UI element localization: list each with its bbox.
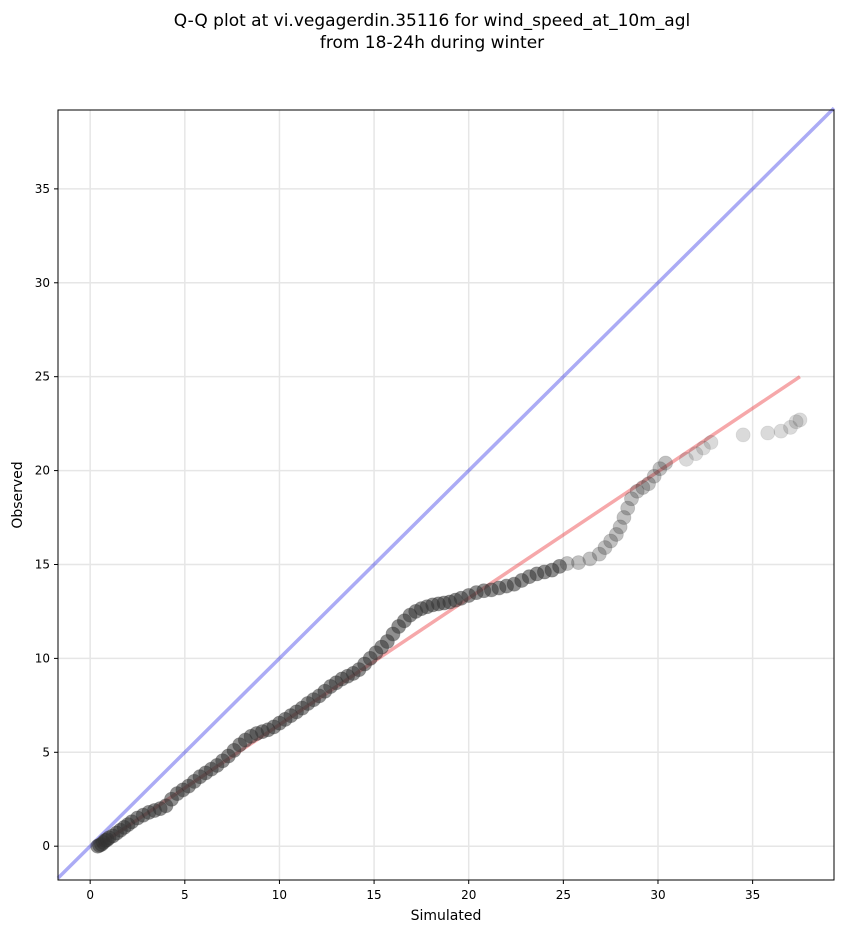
x-tick-label: 5 — [181, 888, 189, 902]
quantile-point — [658, 455, 673, 471]
quantile-point — [603, 533, 619, 549]
quantile-point — [591, 546, 607, 562]
quantile-point — [678, 451, 694, 467]
x-tick-label: 0 — [86, 888, 94, 902]
plot-frame — [57, 109, 835, 881]
quantile-point — [792, 412, 808, 428]
quantile-point — [624, 491, 639, 507]
quantile-point — [696, 440, 711, 456]
quantile-point — [652, 461, 668, 477]
quantile-point — [552, 558, 567, 574]
y-tick-label: 30 — [35, 276, 50, 290]
quantile-point — [735, 427, 751, 443]
quantile-point — [646, 468, 662, 484]
quantile-point — [641, 476, 656, 492]
identity-line — [56, 106, 836, 880]
quantile-point — [612, 519, 628, 535]
quantile-point — [559, 556, 575, 571]
quantile-point — [783, 419, 798, 435]
quantile-point — [616, 510, 632, 525]
quantile-point — [788, 414, 804, 430]
y-tick-label: 10 — [35, 651, 50, 665]
y-tick-label: 5 — [42, 745, 50, 759]
quantile-points — [90, 412, 808, 854]
axis-ticks: 0 5 10 15 20 25 30 35 0 5 10 15 20 25 30 35 — [35, 182, 761, 902]
chart-title-line-1: Q-Q plot at vi.vegagerdin.35116 for wind… — [174, 11, 690, 31]
chart-title-line-2: from 18-24h during winter — [320, 33, 544, 53]
x-tick-label: 30 — [650, 888, 665, 902]
y-tick-label: 0 — [42, 839, 50, 853]
quantile-point — [629, 483, 645, 499]
y-tick-label: 25 — [35, 370, 50, 384]
x-tick-label: 10 — [272, 888, 287, 902]
quantile-point — [582, 551, 598, 567]
quantile-point — [688, 446, 704, 462]
quantile-point — [620, 500, 636, 516]
quantile-point — [635, 480, 651, 495]
chart-title: Q-Q plot at vi.vegagerdin.35116 for wind… — [174, 11, 690, 53]
y-tick-label: 15 — [35, 557, 50, 571]
quantile-point — [571, 555, 586, 571]
x-tick-label: 20 — [461, 888, 476, 902]
quantile-point — [703, 435, 719, 450]
reference-lines — [56, 106, 836, 880]
grid-lines — [58, 110, 834, 880]
x-axis-label: Simulated — [411, 908, 482, 924]
x-tick-label: 25 — [556, 888, 571, 902]
x-tick-label: 15 — [366, 888, 381, 902]
y-tick-label: 20 — [35, 464, 50, 478]
x-tick-label: 35 — [745, 888, 760, 902]
quantile-point — [597, 540, 613, 555]
quantile-point — [760, 425, 776, 441]
y-axis-label: Observed — [10, 461, 26, 528]
quantile-point — [773, 423, 789, 439]
quantile-point — [608, 527, 624, 542]
y-tick-label: 35 — [35, 182, 50, 196]
